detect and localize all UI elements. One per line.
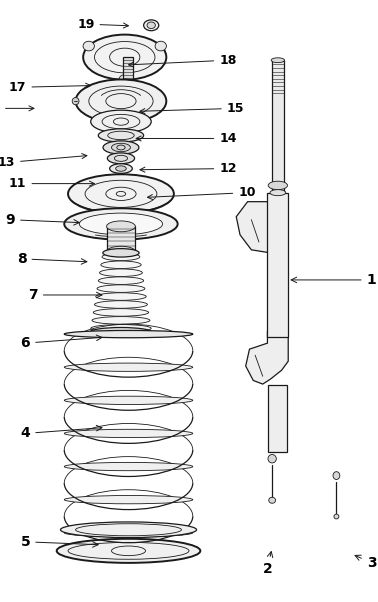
Bar — [272, 60, 284, 193]
Ellipse shape — [119, 75, 130, 84]
Bar — [123, 57, 133, 79]
Text: 7: 7 — [28, 288, 102, 302]
Ellipse shape — [91, 110, 151, 133]
Polygon shape — [236, 202, 288, 253]
Ellipse shape — [79, 213, 163, 235]
Ellipse shape — [98, 129, 144, 142]
Ellipse shape — [96, 293, 146, 300]
Ellipse shape — [268, 181, 288, 190]
Ellipse shape — [64, 396, 193, 405]
Ellipse shape — [98, 277, 144, 284]
Ellipse shape — [103, 141, 139, 154]
Ellipse shape — [271, 58, 285, 63]
Ellipse shape — [103, 249, 139, 257]
Text: 10: 10 — [147, 186, 256, 199]
Text: 4: 4 — [20, 426, 102, 441]
Ellipse shape — [64, 495, 193, 504]
Ellipse shape — [92, 317, 150, 324]
Polygon shape — [246, 331, 288, 384]
Ellipse shape — [333, 472, 340, 479]
Text: 2: 2 — [262, 551, 273, 576]
Ellipse shape — [83, 34, 166, 79]
Text: 3: 3 — [355, 555, 376, 570]
Ellipse shape — [64, 462, 193, 471]
Ellipse shape — [99, 269, 143, 276]
Ellipse shape — [90, 327, 152, 337]
Ellipse shape — [147, 22, 155, 28]
Text: 19: 19 — [77, 17, 129, 31]
Text: 14: 14 — [136, 132, 237, 145]
Ellipse shape — [64, 363, 193, 371]
Text: 17: 17 — [9, 81, 91, 94]
Ellipse shape — [72, 98, 79, 105]
Bar — [107, 226, 135, 252]
Ellipse shape — [102, 253, 140, 261]
Text: 13: 13 — [0, 154, 87, 169]
Text: 8: 8 — [17, 252, 87, 266]
Ellipse shape — [107, 246, 135, 257]
Text: 11: 11 — [9, 177, 94, 190]
Ellipse shape — [97, 285, 145, 293]
Ellipse shape — [101, 261, 141, 268]
Ellipse shape — [110, 164, 132, 173]
Bar — [268, 385, 287, 452]
Text: 16: 16 — [0, 102, 34, 115]
Ellipse shape — [68, 175, 174, 214]
Ellipse shape — [64, 429, 193, 438]
Ellipse shape — [334, 514, 339, 519]
Ellipse shape — [107, 153, 135, 164]
Ellipse shape — [83, 41, 94, 51]
Ellipse shape — [60, 522, 197, 538]
Ellipse shape — [57, 539, 200, 563]
Ellipse shape — [107, 221, 135, 232]
Ellipse shape — [112, 143, 130, 152]
Ellipse shape — [94, 301, 147, 308]
Ellipse shape — [91, 324, 151, 332]
Ellipse shape — [93, 309, 149, 316]
Text: 18: 18 — [129, 54, 237, 67]
Ellipse shape — [270, 190, 286, 196]
Ellipse shape — [268, 455, 276, 463]
Ellipse shape — [64, 529, 193, 537]
Text: 5: 5 — [20, 535, 98, 549]
Ellipse shape — [76, 79, 166, 123]
Ellipse shape — [64, 208, 178, 240]
Bar — [268, 193, 288, 337]
Ellipse shape — [144, 20, 159, 31]
Ellipse shape — [155, 41, 166, 51]
Ellipse shape — [269, 497, 276, 503]
Text: 15: 15 — [140, 102, 244, 115]
Text: 9: 9 — [6, 213, 79, 227]
Ellipse shape — [64, 330, 193, 338]
Text: 12: 12 — [140, 162, 237, 175]
Text: 1: 1 — [291, 273, 376, 287]
Text: 6: 6 — [21, 335, 102, 350]
Ellipse shape — [116, 166, 126, 171]
